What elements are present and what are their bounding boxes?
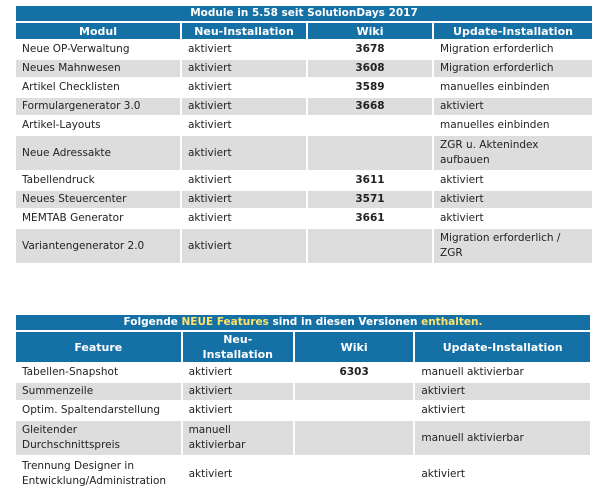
wiki-number bbox=[294, 457, 414, 491]
neu-installation-value: aktiviert bbox=[182, 402, 293, 419]
module-name: Formulargenerator 3.0 bbox=[16, 98, 180, 115]
neu-installation-value: aktiviert bbox=[182, 98, 306, 115]
update-installation-value: ZGR u. Aktenindex aufbauen bbox=[434, 136, 593, 170]
neu-installation-value: aktiviert bbox=[182, 383, 293, 400]
wiki-number: 3589 bbox=[308, 79, 432, 96]
features-table-title: Folgende NEUE Features sind in diesen Ve… bbox=[16, 315, 590, 330]
title-highlight-enthalten: enthalten. bbox=[421, 316, 483, 328]
wiki-number: 3611 bbox=[308, 172, 432, 189]
wiki-number bbox=[294, 383, 414, 400]
modules-table: Module in 5.58 seit SolutionDays 2017 Mo… bbox=[14, 4, 594, 265]
col-header-feature: Feature bbox=[16, 332, 181, 362]
update-installation-value: manuell aktivierbar bbox=[415, 364, 590, 381]
table-row: Variantengenerator 2.0 aktiviert Migrati… bbox=[16, 229, 593, 263]
feature-name: Gleitender Durchschnittspreis bbox=[16, 421, 181, 455]
col-header-modul: Modul bbox=[16, 23, 180, 39]
table-row: Neues Mahnwesen aktiviert 3608 Migration… bbox=[16, 60, 593, 77]
col-header-update-installation: Update-Installation bbox=[434, 23, 593, 39]
update-installation-value: Migration erforderlich bbox=[434, 60, 593, 77]
update-installation-value: aktiviert bbox=[434, 98, 593, 115]
neu-installation-value: aktiviert bbox=[182, 210, 306, 227]
neu-installation-value: aktiviert bbox=[182, 79, 306, 96]
table-row: Gleitender Durchschnittspreis manuell ak… bbox=[16, 421, 590, 455]
feature-name: Tabellen-Snapshot bbox=[16, 364, 181, 381]
module-name: Neues Steuercenter bbox=[16, 191, 180, 208]
update-installation-value: Migration erforderlich bbox=[434, 41, 593, 58]
feature-name: Optim. Spaltendarstellung bbox=[16, 402, 181, 419]
wiki-number bbox=[308, 117, 432, 134]
wiki-number bbox=[294, 421, 414, 455]
neu-installation-value: manuell aktivierbar bbox=[182, 421, 293, 455]
neu-installation-value: aktiviert bbox=[182, 364, 293, 381]
update-installation-value: aktiviert bbox=[434, 210, 593, 227]
wiki-number: 3661 bbox=[308, 210, 432, 227]
wiki-number: 3678 bbox=[308, 41, 432, 58]
module-name: Neue Adressakte bbox=[16, 136, 180, 170]
module-name: Artikel Checklisten bbox=[16, 79, 180, 96]
update-installation-value: Migration erforderlich / ZGR bbox=[434, 229, 593, 263]
neu-installation-value: aktiviert bbox=[182, 191, 306, 208]
table-row: Artikel-Layouts aktiviert manuelles einb… bbox=[16, 117, 593, 134]
title-text-pre: Folgende bbox=[123, 316, 182, 328]
table-row: Summenzeile aktiviert aktiviert bbox=[16, 383, 590, 400]
table-row: Artikel Checklisten aktiviert 3589 manue… bbox=[16, 79, 593, 96]
wiki-number: 3608 bbox=[308, 60, 432, 77]
neu-installation-value: aktiviert bbox=[182, 229, 306, 263]
module-name: MEMTAB Generator bbox=[16, 210, 180, 227]
col-header-update-installation: Update-Installation bbox=[415, 332, 590, 362]
table-row: Tabellen-Snapshot aktiviert 6303 manuell… bbox=[16, 364, 590, 381]
wiki-number: 3668 bbox=[308, 98, 432, 115]
update-installation-value: manuell aktivierbar bbox=[415, 421, 590, 455]
wiki-number: 3571 bbox=[308, 191, 432, 208]
table-row: Trennung Designer in Entwicklung/Adminis… bbox=[16, 457, 590, 491]
module-name: Neue OP-Verwaltung bbox=[16, 41, 180, 58]
update-installation-value: manuelles einbinden bbox=[434, 117, 593, 134]
table-row: Neues Steuercenter aktiviert 3571 aktivi… bbox=[16, 191, 593, 208]
table-row: Optim. Spaltendarstellung aktiviert akti… bbox=[16, 402, 590, 419]
update-installation-value: aktiviert bbox=[434, 172, 593, 189]
update-installation-value: aktiviert bbox=[415, 457, 590, 491]
neu-installation-value: aktiviert bbox=[182, 60, 306, 77]
table-row: Neue OP-Verwaltung aktiviert 3678 Migrat… bbox=[16, 41, 593, 58]
module-name: Tabellendruck bbox=[16, 172, 180, 189]
col-header-neu-installation: Neu-Installation bbox=[182, 23, 306, 39]
title-text-mid: sind in diesen Versionen bbox=[268, 316, 422, 328]
feature-name: Summenzeile bbox=[16, 383, 181, 400]
table-row: MEMTAB Generator aktiviert 3661 aktivier… bbox=[16, 210, 593, 227]
neu-installation-value: aktiviert bbox=[182, 457, 293, 491]
update-installation-value: aktiviert bbox=[434, 191, 593, 208]
modules-table-title: Module in 5.58 seit SolutionDays 2017 bbox=[16, 6, 593, 21]
wiki-number bbox=[294, 402, 414, 419]
wiki-number bbox=[308, 229, 432, 263]
module-name: Artikel-Layouts bbox=[16, 117, 180, 134]
module-name: Neues Mahnwesen bbox=[16, 60, 180, 77]
col-header-wiki: Wiki bbox=[294, 332, 414, 362]
neu-installation-value: aktiviert bbox=[182, 117, 306, 134]
update-installation-value: aktiviert bbox=[415, 402, 590, 419]
wiki-number bbox=[308, 136, 432, 170]
update-installation-value: aktiviert bbox=[415, 383, 590, 400]
module-name: Variantengenerator 2.0 bbox=[16, 229, 180, 263]
wiki-number: 6303 bbox=[294, 364, 414, 381]
update-installation-value: manuelles einbinden bbox=[434, 79, 593, 96]
neu-installation-value: aktiviert bbox=[182, 41, 306, 58]
neu-installation-value: aktiviert bbox=[182, 136, 306, 170]
table-row: Neue Adressakte aktiviert ZGR u. Aktenin… bbox=[16, 136, 593, 170]
title-highlight-neue-features: NEUE Features bbox=[181, 316, 269, 328]
col-header-neu-installation: Neu-Installation bbox=[182, 332, 293, 362]
table-row: Tabellendruck aktiviert 3611 aktiviert bbox=[16, 172, 593, 189]
col-header-wiki: Wiki bbox=[308, 23, 432, 39]
table-row: Formulargenerator 3.0 aktiviert 3668 akt… bbox=[16, 98, 593, 115]
feature-name: Trennung Designer in Entwicklung/Adminis… bbox=[16, 457, 181, 491]
neu-installation-value: aktiviert bbox=[182, 172, 306, 189]
features-table: Folgende NEUE Features sind in diesen Ve… bbox=[14, 313, 592, 493]
